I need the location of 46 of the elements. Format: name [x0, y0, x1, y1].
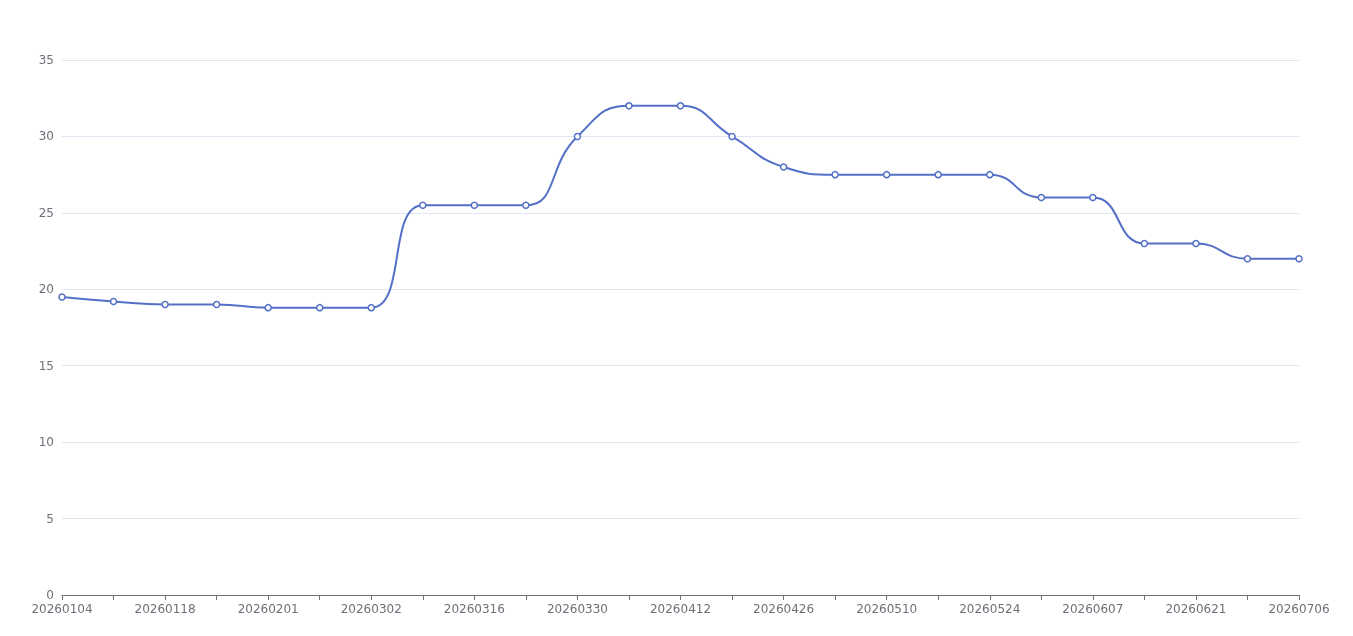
- x-tick-label: 20260621: [1165, 602, 1227, 616]
- point: [676, 102, 685, 110]
- point: [161, 300, 169, 309]
- point: [419, 201, 427, 209]
- point: [1140, 239, 1149, 248]
- point: [573, 132, 582, 141]
- point: [1295, 254, 1303, 263]
- point: [728, 132, 736, 141]
- point: [882, 170, 891, 179]
- y-tick-label: 30: [38, 129, 54, 144]
- x-tick-label: 20260104: [31, 602, 93, 616]
- point: [1192, 239, 1200, 248]
- y-tick-label: 35: [38, 53, 54, 67]
- y-tick-label: 15: [38, 358, 54, 373]
- x-tick-label: 20260426: [753, 602, 815, 616]
- point: [315, 303, 324, 312]
- y-tick-label: 20: [38, 282, 54, 297]
- point: [212, 300, 221, 309]
- y-tick-label: 5: [46, 511, 54, 526]
- point: [625, 102, 633, 110]
- point: [264, 303, 272, 312]
- point: [109, 297, 118, 306]
- x-tick-label: 20260524: [959, 602, 1021, 616]
- point: [934, 170, 942, 179]
- point: [1037, 193, 1046, 202]
- x-tick-label: 20260607: [1062, 602, 1124, 616]
- point: [522, 201, 530, 209]
- x-tick-label: 20260302: [340, 602, 402, 616]
- point: [58, 293, 66, 301]
- point: [470, 201, 479, 209]
- x-tick-label: 20260201: [237, 602, 299, 616]
- point: [1243, 254, 1252, 263]
- x-tick-label: 20260316: [443, 602, 505, 616]
- x-tick-label: 20260412: [649, 602, 712, 616]
- y-tick-label: 0: [46, 588, 54, 602]
- x-tick-label: 20260330: [546, 602, 608, 616]
- point: [1089, 193, 1097, 202]
- y-tick-label: 25: [38, 205, 54, 220]
- y-tick-label: 10: [38, 435, 54, 450]
- x-tick-label: 20260118: [134, 602, 196, 616]
- x-tick-label: 20260510: [856, 602, 918, 616]
- x-tick-label: 20260706: [1268, 602, 1330, 616]
- point: [986, 170, 994, 179]
- point: [367, 303, 375, 312]
- point: [831, 170, 839, 179]
- point: [779, 163, 788, 171]
